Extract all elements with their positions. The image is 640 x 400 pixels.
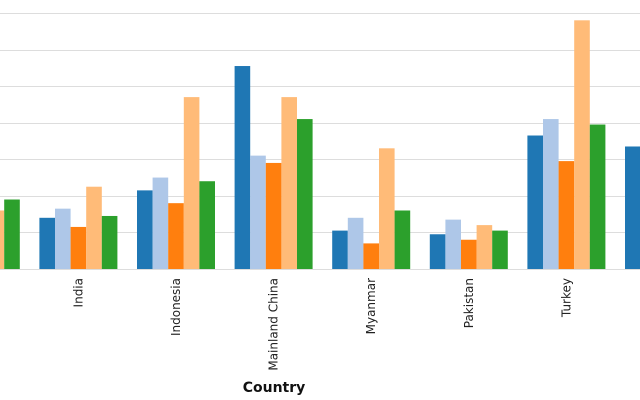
bar: [476, 225, 493, 269]
bar: [86, 186, 102, 269]
x-tick-label: Pakistan: [462, 278, 476, 328]
bar: [168, 203, 184, 269]
x-tick-label: India: [71, 278, 85, 307]
bar: [363, 243, 379, 269]
bar: [332, 230, 348, 269]
x-tick-label: Turkey: [559, 278, 573, 318]
bar: [0, 210, 5, 269]
bar: [250, 155, 266, 269]
bar: [39, 217, 55, 269]
bar: [281, 97, 297, 269]
bar: [183, 97, 200, 269]
bar: [234, 66, 251, 269]
x-tick-label: Myanmar: [364, 278, 378, 334]
bar: [558, 161, 575, 269]
bar: [394, 210, 411, 269]
bar: [101, 215, 118, 269]
x-tick-labels: India Indonesia Mainland China Myanmar Pakis…: [71, 278, 573, 371]
bar: [574, 20, 590, 270]
bar: [55, 208, 71, 269]
bar: [265, 162, 282, 269]
bar: [347, 217, 364, 269]
bar: [589, 124, 606, 269]
bar: [297, 119, 313, 269]
bar: [461, 239, 477, 269]
x-tick-label: Mainland China: [267, 278, 281, 371]
bars: [0, 20, 640, 270]
bar: [70, 226, 87, 269]
bar: [152, 177, 169, 269]
bar: [445, 219, 461, 269]
x-axis-title: Country: [243, 380, 306, 396]
bar: [429, 234, 446, 269]
x-tick-label: Indonesia: [169, 278, 183, 336]
bar: [492, 230, 508, 269]
bar: [625, 146, 640, 269]
bar: [379, 148, 395, 269]
bar: [137, 190, 153, 269]
bar: [527, 135, 543, 269]
bar: [543, 119, 559, 269]
bar: [199, 181, 215, 269]
bar: [4, 199, 20, 269]
